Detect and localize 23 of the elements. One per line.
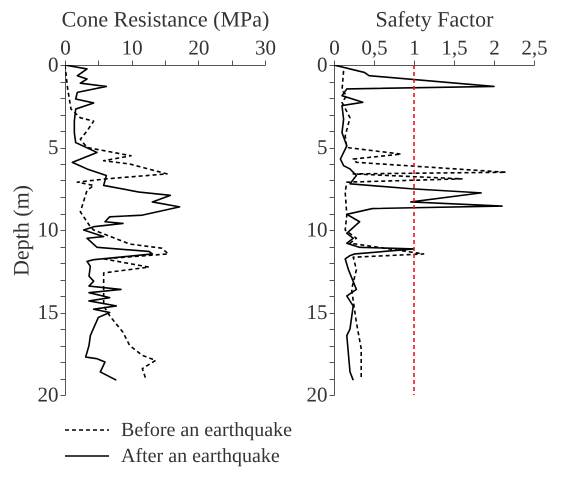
y-tick-label: 10	[38, 218, 58, 242]
legend-label: Before an earthquake	[121, 419, 292, 441]
y-tick-label: 5	[317, 135, 328, 159]
x-tick-label: 2	[489, 36, 500, 60]
y-tick-label: 0	[48, 52, 58, 76]
x-tick-label: 10	[122, 36, 143, 60]
y-tick-label: 20	[38, 382, 58, 406]
x-tick-label: 20	[188, 36, 210, 60]
y-tick-label: 15	[38, 300, 58, 324]
y-tick-label: 20	[306, 382, 328, 406]
x-tick-label: 30	[255, 36, 276, 60]
y-tick-label: 5	[48, 135, 58, 159]
legend-label: After an earthquake	[121, 445, 280, 467]
x-tick-label: 2,5	[521, 36, 548, 60]
x-tick-label: 0,5	[361, 36, 388, 60]
x-tick-label: 1,5	[441, 36, 468, 60]
x-tick-label: 1	[409, 36, 420, 60]
y-tick-label: 10	[306, 218, 328, 242]
x-axis-title: Cone Resistance (MPa)	[62, 6, 270, 32]
x-axis-title: Safety Factor	[376, 6, 494, 32]
y-tick-label: 15	[306, 300, 328, 324]
y-axis-title: Depth (m)	[8, 184, 34, 276]
y-tick-label: 0	[317, 52, 328, 76]
